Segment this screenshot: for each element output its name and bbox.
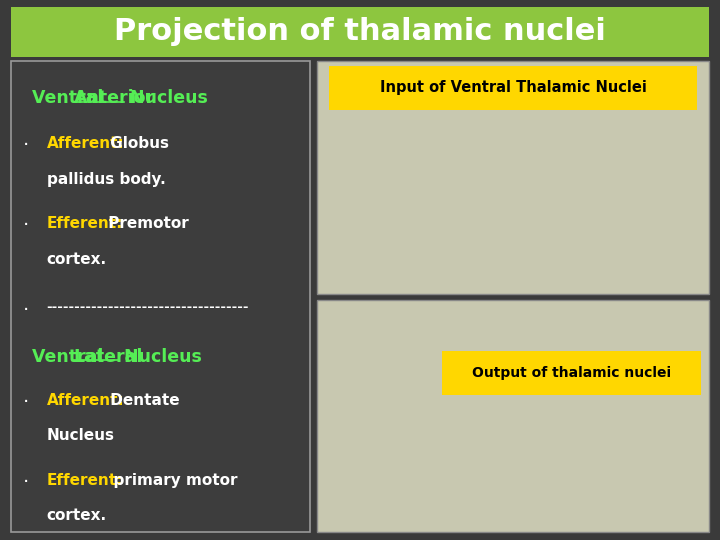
Text: Afferent:: Afferent:: [47, 393, 125, 408]
Text: cortex.: cortex.: [47, 252, 107, 267]
Text: Projection of thalamic nuclei: Projection of thalamic nuclei: [114, 17, 606, 46]
Text: Efferent:: Efferent:: [47, 217, 123, 232]
Text: Premotor: Premotor: [104, 217, 189, 232]
Text: Nucleus: Nucleus: [124, 89, 207, 107]
FancyBboxPatch shape: [317, 61, 709, 294]
Text: ·: ·: [23, 217, 29, 235]
Text: Input of Ventral Thalamic Nuclei: Input of Ventral Thalamic Nuclei: [379, 80, 647, 96]
FancyBboxPatch shape: [11, 61, 310, 532]
Text: Afferent:: Afferent:: [47, 137, 125, 151]
FancyBboxPatch shape: [11, 7, 709, 57]
Text: ·: ·: [23, 301, 29, 320]
Text: ·: ·: [23, 393, 29, 412]
Text: ------------------------------------: ------------------------------------: [47, 301, 249, 314]
Text: Dentate: Dentate: [105, 393, 179, 408]
Text: pallidus body.: pallidus body.: [47, 172, 166, 187]
FancyBboxPatch shape: [328, 66, 698, 110]
Text: primary motor: primary motor: [104, 473, 238, 488]
Text: ·: ·: [23, 473, 29, 492]
FancyBboxPatch shape: [442, 351, 701, 395]
Text: Lateral: Lateral: [73, 348, 143, 366]
FancyBboxPatch shape: [317, 300, 709, 532]
Text: Efferent:: Efferent:: [47, 473, 123, 488]
Text: Nucleus: Nucleus: [118, 348, 202, 366]
Text: Ventral: Ventral: [32, 89, 109, 107]
Text: Anterior: Anterior: [73, 89, 155, 107]
Text: Nucleus: Nucleus: [47, 428, 114, 443]
Text: cortex.: cortex.: [47, 508, 107, 523]
Text: Output of thalamic nuclei: Output of thalamic nuclei: [472, 366, 672, 380]
Text: ·: ·: [23, 137, 29, 156]
Text: Ventral: Ventral: [32, 348, 109, 366]
Text: Globus: Globus: [105, 137, 169, 151]
